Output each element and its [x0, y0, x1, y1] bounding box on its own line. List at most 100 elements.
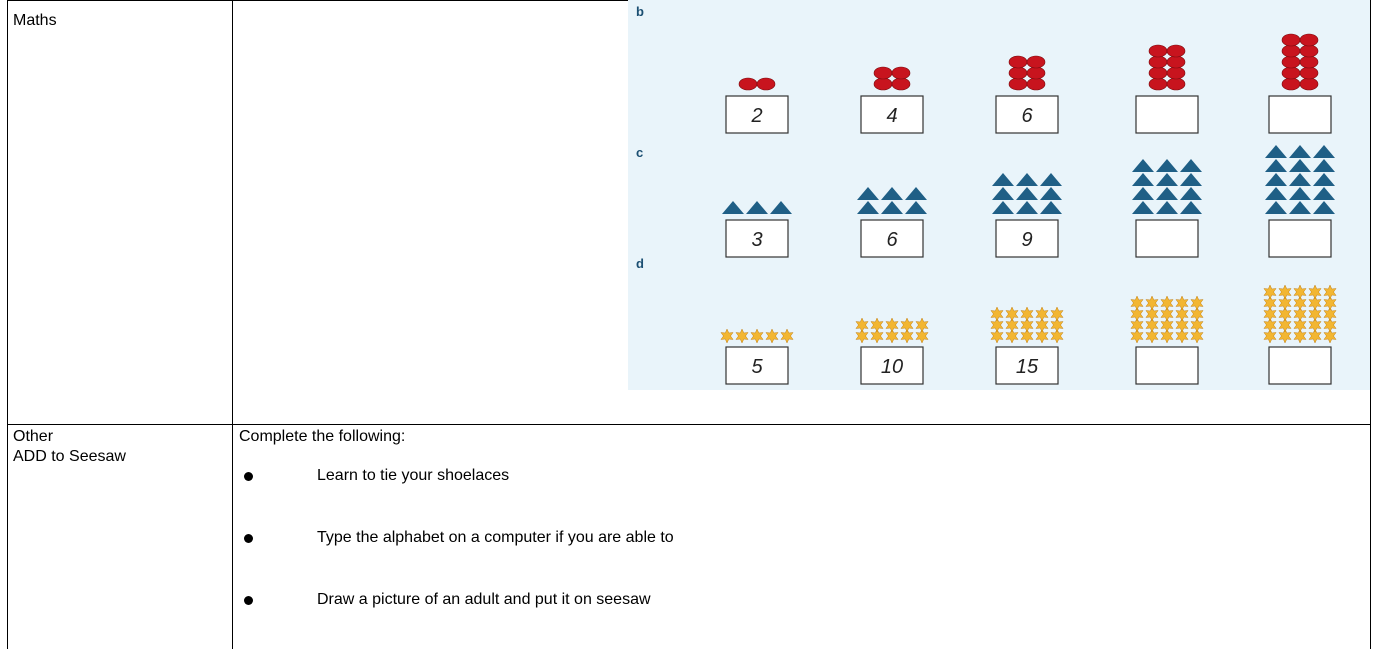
triangle	[1156, 187, 1178, 200]
ball	[1148, 66, 1168, 80]
star	[1130, 328, 1144, 344]
triangle	[881, 201, 903, 214]
answer: 15	[1016, 356, 1039, 378]
star	[1005, 317, 1019, 333]
star	[1160, 328, 1174, 344]
star	[1020, 328, 1034, 344]
star	[990, 306, 1004, 322]
ball	[1299, 44, 1319, 58]
answer: 2	[750, 105, 762, 127]
star	[1175, 328, 1189, 344]
star	[1308, 306, 1322, 322]
triangle	[1040, 173, 1062, 186]
answer: 9	[1021, 229, 1032, 251]
answer: 10	[881, 356, 903, 378]
triangle	[1016, 201, 1038, 214]
ball	[873, 77, 893, 91]
ball	[1299, 55, 1319, 69]
star	[1035, 317, 1049, 333]
border	[1370, 0, 1371, 649]
ball	[1281, 66, 1301, 80]
star	[1263, 328, 1277, 344]
triangle	[1313, 159, 1335, 172]
star	[885, 317, 899, 333]
star	[780, 328, 794, 344]
ball	[1008, 55, 1028, 69]
ball	[1148, 44, 1168, 58]
star	[1020, 317, 1034, 333]
triangle	[1289, 187, 1311, 200]
answer-box	[1268, 219, 1332, 258]
star	[1263, 295, 1277, 311]
ball	[1281, 55, 1301, 69]
triangle	[1132, 187, 1154, 200]
star	[1050, 328, 1064, 344]
answer: 6	[886, 229, 898, 251]
star	[990, 317, 1004, 333]
row-label: Maths	[13, 12, 57, 29]
triangle	[1289, 159, 1311, 172]
answer-box	[860, 346, 924, 385]
bullet	[244, 472, 253, 481]
triangle	[1180, 173, 1202, 186]
triangle	[1265, 201, 1287, 214]
ball	[1281, 44, 1301, 58]
answer-box	[860, 95, 924, 134]
ball	[1281, 33, 1301, 47]
star	[1263, 317, 1277, 333]
ball	[1281, 77, 1301, 91]
ball	[1148, 55, 1168, 69]
star	[1160, 306, 1174, 322]
answer-box	[995, 346, 1059, 385]
answer-box	[1268, 346, 1332, 385]
triangle	[992, 173, 1014, 186]
ball	[1299, 77, 1319, 91]
ball	[1299, 66, 1319, 80]
star	[855, 328, 869, 344]
answer-box	[995, 95, 1059, 134]
triangle	[992, 187, 1014, 200]
answer-box	[725, 95, 789, 134]
triangle	[746, 201, 768, 214]
ball	[1166, 77, 1186, 91]
bullet	[244, 596, 253, 605]
answer: 3	[751, 229, 762, 251]
triangle	[1156, 159, 1178, 172]
triangle	[857, 187, 879, 200]
triangle	[857, 201, 879, 214]
star	[1323, 328, 1337, 344]
star	[1308, 317, 1322, 333]
ball	[891, 66, 911, 80]
star	[1293, 306, 1307, 322]
ball	[873, 66, 893, 80]
star	[1278, 317, 1292, 333]
triangle	[1180, 201, 1202, 214]
row-label: Other	[13, 428, 54, 445]
star	[900, 328, 914, 344]
star	[1005, 328, 1019, 344]
star	[1278, 306, 1292, 322]
star	[1308, 295, 1322, 311]
triangle	[1265, 173, 1287, 186]
triangle	[722, 201, 744, 214]
triangle	[1156, 173, 1178, 186]
triangle	[905, 201, 927, 214]
list-item: Learn to tie your shoelaces	[317, 467, 510, 484]
star	[1050, 317, 1064, 333]
star	[765, 328, 779, 344]
triangle	[1265, 187, 1287, 200]
star	[750, 328, 764, 344]
triangle	[1265, 145, 1287, 158]
star	[1293, 295, 1307, 311]
star	[1005, 306, 1019, 322]
star	[1278, 284, 1292, 300]
ball	[1008, 66, 1028, 80]
triangle	[1132, 173, 1154, 186]
star	[870, 317, 884, 333]
answer-box	[1135, 219, 1199, 258]
star	[1323, 317, 1337, 333]
ball	[1299, 33, 1319, 47]
star	[1190, 317, 1204, 333]
triangle	[1040, 201, 1062, 214]
triangle	[1313, 201, 1335, 214]
